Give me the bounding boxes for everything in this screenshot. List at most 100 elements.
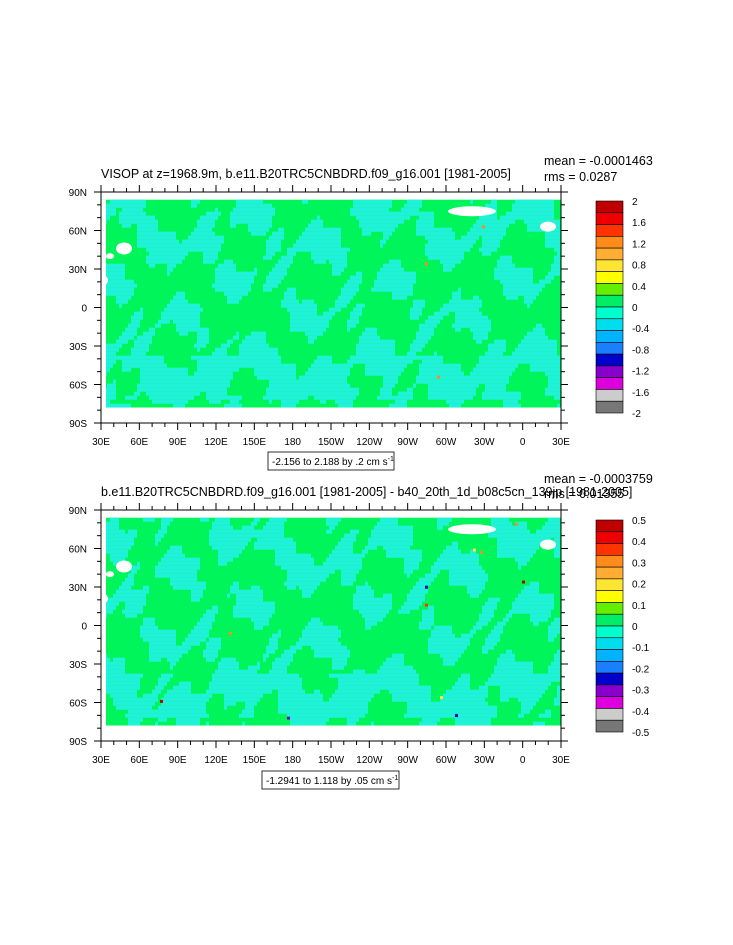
- negative-anomaly-patch: [206, 657, 215, 662]
- negative-anomaly-patch: [230, 589, 263, 594]
- colorbar-swatch: [595, 719, 624, 733]
- negative-anomaly-patch: [530, 363, 560, 368]
- negative-anomaly-patch: [557, 649, 560, 654]
- negative-anomaly-patch: [347, 279, 362, 284]
- negative-anomaly-patch: [101, 275, 125, 280]
- negative-anomaly-patch: [401, 207, 419, 212]
- negative-anomaly-patch: [419, 577, 434, 582]
- negative-anomaly-patch: [248, 223, 272, 228]
- negative-anomaly-patch: [410, 343, 425, 348]
- negative-anomaly-patch: [479, 247, 497, 252]
- negative-anomaly-patch: [281, 303, 317, 308]
- negative-anomaly-patch: [425, 573, 437, 578]
- negative-anomaly-patch: [161, 701, 206, 706]
- negative-anomaly-patch: [449, 573, 488, 578]
- negative-anomaly-patch: [383, 375, 398, 380]
- negative-anomaly-patch: [299, 585, 317, 590]
- rms-stat: rms = 0.01355: [544, 487, 624, 501]
- negative-anomaly-patch: [347, 319, 359, 324]
- colorbar-label: -0.4: [632, 707, 650, 718]
- negative-anomaly-patch: [458, 677, 470, 682]
- negative-anomaly-patch: [551, 661, 560, 666]
- negative-anomaly-patch: [281, 399, 299, 404]
- colorbar-label: -0.3: [632, 686, 650, 697]
- negative-anomaly-patch: [119, 215, 155, 220]
- colorbar-swatch: [595, 602, 624, 615]
- negative-anomaly-patch: [545, 709, 551, 714]
- negative-anomaly-patch: [122, 331, 137, 336]
- negative-anomaly-patch: [101, 541, 134, 546]
- negative-anomaly-patch: [251, 521, 257, 526]
- negative-anomaly-patch: [113, 701, 155, 706]
- negative-anomaly-patch: [203, 653, 218, 658]
- negative-anomaly-patch: [212, 545, 245, 550]
- negative-anomaly-patch: [254, 267, 257, 272]
- negative-anomaly-patch: [554, 701, 560, 706]
- negative-anomaly-patch: [353, 597, 392, 602]
- negative-anomaly-patch: [479, 685, 488, 690]
- negative-anomaly-patch: [524, 335, 548, 340]
- colorbar-swatch: [595, 708, 624, 721]
- negative-anomaly-patch: [332, 263, 347, 268]
- colorbar-label: 1.6: [632, 218, 646, 229]
- negative-anomaly-patch: [122, 223, 131, 228]
- antarctica-land: [101, 725, 561, 741]
- negative-anomaly-patch: [149, 251, 188, 256]
- negative-anomaly-patch: [545, 387, 560, 392]
- negative-anomaly-patch: [440, 259, 461, 264]
- negative-anomaly-patch: [332, 549, 353, 554]
- negative-anomaly-patch: [101, 211, 116, 216]
- negative-anomaly-patch: [134, 339, 152, 344]
- negative-anomaly-patch: [107, 383, 116, 388]
- negative-anomaly-patch: [518, 593, 554, 598]
- negative-anomaly-patch: [146, 255, 185, 260]
- negative-anomaly-patch: [476, 219, 515, 224]
- negative-anomaly-patch: [332, 665, 344, 670]
- negative-anomaly-patch: [434, 311, 449, 316]
- negative-anomaly-patch: [341, 577, 356, 582]
- negative-anomaly-patch: [359, 339, 395, 344]
- x-tick-label: 90E: [169, 437, 187, 448]
- negative-anomaly-patch: [209, 533, 284, 538]
- colorbar-swatch: [595, 661, 624, 674]
- negative-anomaly-patch: [254, 625, 263, 630]
- negative-anomaly-patch: [362, 613, 386, 618]
- negative-anomaly-patch: [101, 355, 164, 360]
- negative-anomaly-patch: [407, 597, 425, 602]
- negative-anomaly-patch: [401, 605, 419, 610]
- negative-anomaly-patch: [404, 203, 422, 208]
- negative-anomaly-patch: [500, 685, 548, 690]
- negative-anomaly-patch: [482, 395, 521, 400]
- negative-anomaly-patch: [182, 641, 200, 646]
- negative-anomaly-patch: [149, 263, 155, 268]
- negative-anomaly-patch: [479, 359, 560, 364]
- negative-anomaly-patch: [278, 259, 293, 264]
- negative-anomaly-patch: [344, 533, 356, 538]
- negative-anomaly-patch: [233, 609, 275, 614]
- philippines-land: [102, 594, 108, 603]
- negative-anomaly-patch: [221, 343, 230, 348]
- negative-anomaly-patch: [224, 259, 233, 264]
- negative-anomaly-patch: [389, 259, 401, 264]
- negative-anomaly-patch: [191, 597, 200, 602]
- negative-anomaly-patch: [155, 541, 158, 546]
- negative-anomaly-patch: [101, 363, 113, 368]
- negative-anomaly-patch: [203, 259, 215, 264]
- negative-anomaly-patch: [170, 581, 206, 586]
- negative-anomaly-patch: [467, 585, 485, 590]
- colorbar: 0.5 0.4 0.3 0.2 0.1 0 -0.1 -0.2 -0.3 -0.4 -0.5: [595, 516, 650, 739]
- colorbar: 2 1.6 1.2 0.8 0.4 0 -0.4 -0.8 -1.2 -1.6 -2: [595, 197, 650, 420]
- colorbar-label: 0.1: [632, 601, 646, 612]
- negative-anomaly-patch: [242, 525, 254, 530]
- negative-anomaly-patch: [101, 669, 125, 674]
- negative-anomaly-patch: [413, 303, 425, 308]
- negative-anomaly-patch: [308, 339, 314, 344]
- negative-anomaly-patch: [452, 685, 470, 690]
- negative-anomaly-patch: [110, 517, 119, 522]
- negative-anomaly-patch: [113, 593, 146, 598]
- negative-anomaly-patch: [434, 625, 452, 630]
- negative-anomaly-patch: [314, 649, 350, 654]
- negative-anomaly-patch: [326, 517, 341, 522]
- negative-anomaly-patch: [359, 335, 380, 340]
- negative-anomaly-patch: [308, 367, 350, 372]
